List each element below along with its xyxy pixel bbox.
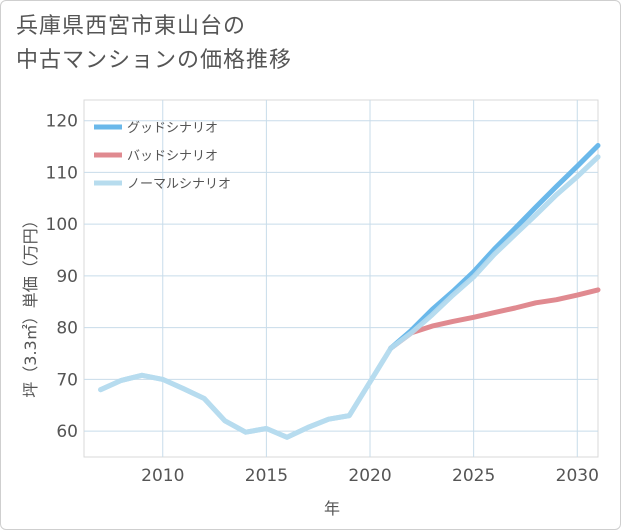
tick-labels: 60 70 80 90 100 110 120 2010 2015 2020 2025 2030 bbox=[46, 112, 599, 486]
x-tick-label: 2030 bbox=[556, 466, 599, 486]
y-tick-label: 110 bbox=[46, 163, 78, 183]
x-tick-label: 2015 bbox=[245, 466, 288, 486]
x-axis-title: 年 bbox=[324, 499, 340, 518]
y-axis-title: 坪（3.3㎡）単価（万円） bbox=[21, 212, 40, 397]
legend-label-1: バッドシナリオ bbox=[127, 149, 218, 164]
y-tick-label: 120 bbox=[46, 112, 78, 132]
y-tick-label: 90 bbox=[56, 267, 78, 287]
series-line-2 bbox=[98, 154, 601, 440]
x-tick-label: 2025 bbox=[452, 466, 495, 486]
y-tick-label: 70 bbox=[56, 370, 78, 390]
title-line-1: 兵庫県西宮市東山台の bbox=[16, 14, 247, 39]
title-line-2: 中古マンションの価格推移 bbox=[16, 48, 293, 73]
legend-label-2: ノーマルシナリオ bbox=[127, 177, 231, 192]
y-tick-label: 100 bbox=[46, 215, 78, 235]
y-tick-label: 60 bbox=[56, 422, 78, 442]
series-line-1 bbox=[388, 287, 601, 351]
series-line-0 bbox=[388, 143, 601, 351]
plot-area bbox=[83, 99, 599, 458]
chart-title: 兵庫県西宮市東山台の 中古マンションの価格推移 bbox=[16, 10, 292, 78]
series-line-normal-overlay bbox=[98, 154, 601, 440]
series-lines bbox=[98, 143, 601, 440]
grid-lines bbox=[83, 99, 599, 458]
x-tick-label: 2010 bbox=[141, 466, 184, 486]
legend-label-0: グッドシナリオ bbox=[127, 121, 218, 136]
y-tick-label: 80 bbox=[56, 319, 78, 339]
x-tick-label: 2020 bbox=[348, 466, 391, 486]
